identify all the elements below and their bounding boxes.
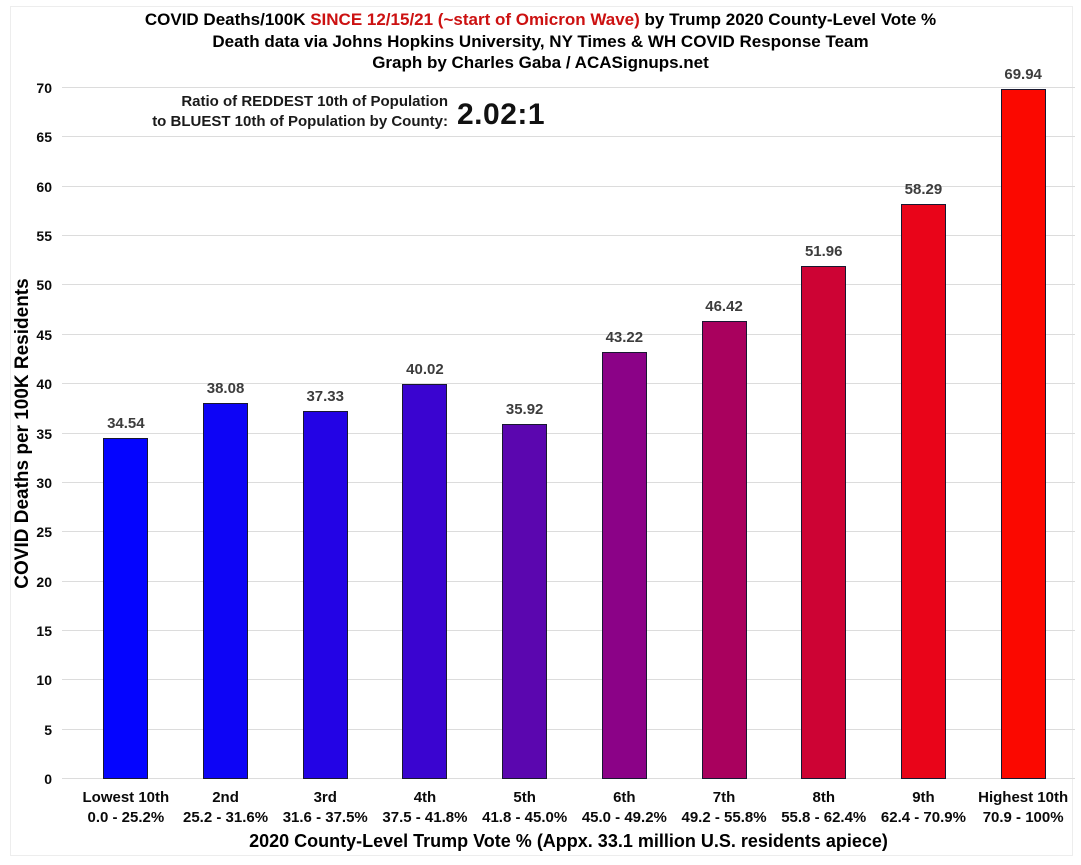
bar bbox=[103, 438, 149, 779]
bar-group: 35.92 5th 41.8 - 45.0% bbox=[475, 88, 575, 826]
chart-title-highlight: SINCE 12/15/21 (~start of Omicron Wave) bbox=[310, 10, 640, 29]
y-axis-tick-label: 70 bbox=[36, 80, 52, 96]
bar-group: 43.22 6th 45.0 - 49.2% bbox=[575, 88, 675, 826]
gridline bbox=[62, 481, 1075, 483]
bar-group: 34.54 Lowest 10th 0.0 - 25.2% bbox=[76, 88, 176, 826]
bar bbox=[601, 352, 647, 779]
y-axis-tick-label: 25 bbox=[36, 524, 52, 541]
gridline bbox=[62, 136, 1075, 138]
x-category-label: 7th bbox=[712, 789, 736, 806]
bar bbox=[402, 383, 448, 779]
y-axis-tick-label: 35 bbox=[36, 425, 52, 442]
ratio-annotation-line1: Ratio of REDDEST 10th of Population bbox=[181, 93, 448, 110]
bar-value-label: 37.33 bbox=[306, 387, 344, 405]
gridline bbox=[62, 432, 1075, 434]
gridline bbox=[62, 383, 1075, 385]
bar-value-label: 34.54 bbox=[107, 415, 145, 433]
x-category-label: Lowest 10th bbox=[82, 789, 170, 806]
x-category-label: 3rd bbox=[313, 789, 337, 806]
bar-group: 40.02 4th 37.5 - 41.8% bbox=[375, 88, 475, 826]
bar bbox=[502, 424, 548, 779]
y-axis-tick-label: 40 bbox=[36, 376, 52, 393]
bar-group: 37.33 3rd 31.6 - 37.5% bbox=[275, 88, 375, 827]
gridline bbox=[62, 531, 1075, 533]
bar-value-label: 69.94 bbox=[1004, 65, 1042, 83]
bar-value-label: 46.42 bbox=[705, 297, 743, 315]
y-axis-tick-label: 5 bbox=[44, 721, 52, 738]
bar bbox=[203, 403, 249, 779]
gridline bbox=[62, 185, 1075, 187]
x-category-range-label: 70.9 - 100% bbox=[982, 809, 1064, 826]
bar bbox=[801, 266, 847, 779]
gridline bbox=[62, 235, 1075, 237]
bar-value-label: 38.08 bbox=[206, 380, 245, 398]
bar-group: 46.42 7th 49.2 - 55.8% bbox=[674, 88, 774, 826]
y-axis-tick-label: 10 bbox=[36, 672, 52, 689]
y-axis-tick-label: 55 bbox=[36, 228, 52, 245]
x-category-range-label: 45.0 - 49.2% bbox=[581, 809, 667, 826]
gridline bbox=[62, 284, 1075, 286]
y-axis-tick-label: 0 bbox=[44, 771, 52, 787]
gridline bbox=[62, 87, 1075, 88]
x-category-label: 9th bbox=[912, 789, 935, 806]
chart-title: COVID Deaths/100K SINCE 12/15/21 (~start… bbox=[0, 9, 1081, 31]
gridline bbox=[62, 679, 1075, 681]
chart-title-block: COVID Deaths/100K SINCE 12/15/21 (~start… bbox=[0, 9, 1081, 74]
chart-subtitle: Death data via Johns Hopkins University,… bbox=[212, 31, 869, 51]
x-category-label: 8th bbox=[812, 789, 835, 806]
x-category-range-label: 31.6 - 37.5% bbox=[282, 809, 368, 826]
gridline bbox=[62, 629, 1075, 631]
bar bbox=[1000, 88, 1046, 779]
x-category-range-label: 0.0 - 25.2% bbox=[87, 809, 165, 826]
x-axis-title: 2020 County-Level Trump Vote % (Appx. 33… bbox=[249, 831, 888, 851]
y-axis-tick-label: 20 bbox=[36, 573, 52, 590]
y-axis-tick-label: 50 bbox=[36, 277, 52, 294]
x-category-label: 4th bbox=[413, 789, 437, 806]
bar-value-label: 58.29 bbox=[904, 180, 943, 198]
plot-area: 0 5 10 15 20 25 30 35 40 45 50 55 60 65 70 34.54 Lowest… bbox=[36, 66, 1075, 827]
bar-group: 69.94 Highest 10th 70.9 - 100% bbox=[973, 66, 1073, 826]
x-category-label: 2nd bbox=[212, 789, 239, 806]
gridline bbox=[62, 580, 1075, 582]
bar bbox=[900, 203, 946, 779]
x-category-range-label: 62.4 - 70.9% bbox=[880, 809, 966, 826]
gridline bbox=[62, 333, 1075, 335]
x-category-range-label: 55.8 - 62.4% bbox=[781, 809, 867, 826]
x-category-range-label: 49.2 - 55.8% bbox=[681, 809, 767, 826]
x-category-label: 5th bbox=[513, 789, 536, 806]
bars-layer: 34.54 Lowest 10th 0.0 - 25.2% 38.08 2nd 25.2 … bbox=[76, 66, 1073, 827]
ratio-annotation-text: Ratio of REDDEST 10th of Population to B… bbox=[100, 92, 448, 132]
bar-value-label: 43.22 bbox=[605, 329, 644, 347]
x-category-range-label: 25.2 - 31.6% bbox=[183, 809, 269, 826]
chart-credit: Graph by Charles Gaba / ACASignups.net bbox=[372, 53, 709, 72]
bar-value-label: 51.96 bbox=[804, 243, 843, 261]
x-category-label: 6th bbox=[613, 789, 636, 806]
ratio-annotation: Ratio of REDDEST 10th of Population to B… bbox=[100, 92, 545, 132]
bar bbox=[701, 320, 747, 779]
y-axis-tick-label: 45 bbox=[36, 326, 52, 343]
x-category-range-label: 41.8 - 45.0% bbox=[482, 809, 568, 826]
ratio-value: 2.02:1 bbox=[457, 98, 546, 131]
y-axis-tick-label: 30 bbox=[36, 474, 52, 491]
gridline bbox=[62, 728, 1075, 730]
gridline bbox=[62, 778, 1075, 779]
bar bbox=[302, 410, 348, 779]
bar-group: 38.08 2nd 25.2 - 31.6% bbox=[176, 88, 276, 826]
y-axis-tick-label: 60 bbox=[36, 178, 52, 195]
x-category-range-label: 37.5 - 41.8% bbox=[382, 809, 468, 826]
bar-value-label: 35.92 bbox=[505, 401, 544, 419]
bar-group: 51.96 8th 55.8 - 62.4% bbox=[774, 88, 874, 826]
bar-group: 58.29 9th 62.4 - 70.9% bbox=[874, 88, 974, 826]
bar-value-label: 40.02 bbox=[406, 360, 444, 378]
ratio-annotation-line2: to BLUEST 10th of Population by County: bbox=[152, 113, 448, 130]
chart-title-part1: COVID Deaths/100K bbox=[144, 10, 311, 29]
x-category-label: Highest 10th bbox=[978, 789, 1069, 806]
chart-title-part2: by Trump 2020 County-Level Vote % bbox=[639, 10, 937, 29]
y-axis-tick-label: 15 bbox=[36, 622, 52, 639]
y-axis-tick-label: 65 bbox=[36, 129, 52, 146]
